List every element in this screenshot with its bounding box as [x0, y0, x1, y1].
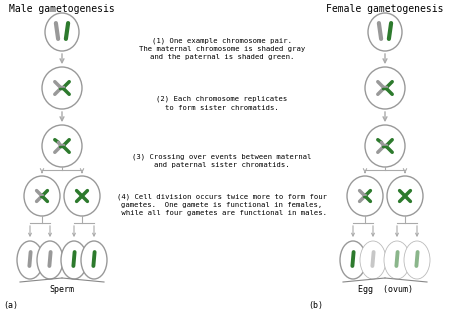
Text: (b): (b) [308, 301, 323, 310]
Text: (a): (a) [3, 301, 18, 310]
Ellipse shape [42, 125, 82, 167]
Ellipse shape [61, 241, 87, 279]
Ellipse shape [24, 176, 60, 216]
Ellipse shape [45, 13, 79, 51]
Text: (4) Cell division occurs twice more to form four
gametes.  One gamete is functio: (4) Cell division occurs twice more to f… [117, 194, 327, 217]
Text: Sperm: Sperm [50, 285, 75, 294]
Text: (1) One example chromosome pair.
The maternal chromosome is shaded gray
and the : (1) One example chromosome pair. The mat… [139, 38, 305, 60]
Text: Egg  (ovum): Egg (ovum) [357, 285, 413, 294]
Ellipse shape [17, 241, 43, 279]
Ellipse shape [404, 241, 430, 279]
Ellipse shape [387, 176, 423, 216]
Ellipse shape [384, 241, 410, 279]
Ellipse shape [368, 13, 402, 51]
Ellipse shape [365, 125, 405, 167]
Ellipse shape [340, 241, 366, 279]
Ellipse shape [365, 67, 405, 109]
Ellipse shape [81, 241, 107, 279]
Ellipse shape [347, 176, 383, 216]
Text: Male gametogenesis: Male gametogenesis [9, 4, 115, 14]
Ellipse shape [37, 241, 63, 279]
Ellipse shape [42, 67, 82, 109]
Text: (3) Crossing over events between maternal
and paternal sister chromatids.: (3) Crossing over events between materna… [132, 154, 312, 169]
Text: (2) Each chromosome replicates
to form sister chromatids.: (2) Each chromosome replicates to form s… [157, 96, 288, 110]
Text: Female gametogenesis: Female gametogenesis [326, 4, 444, 14]
Ellipse shape [360, 241, 386, 279]
Ellipse shape [64, 176, 100, 216]
